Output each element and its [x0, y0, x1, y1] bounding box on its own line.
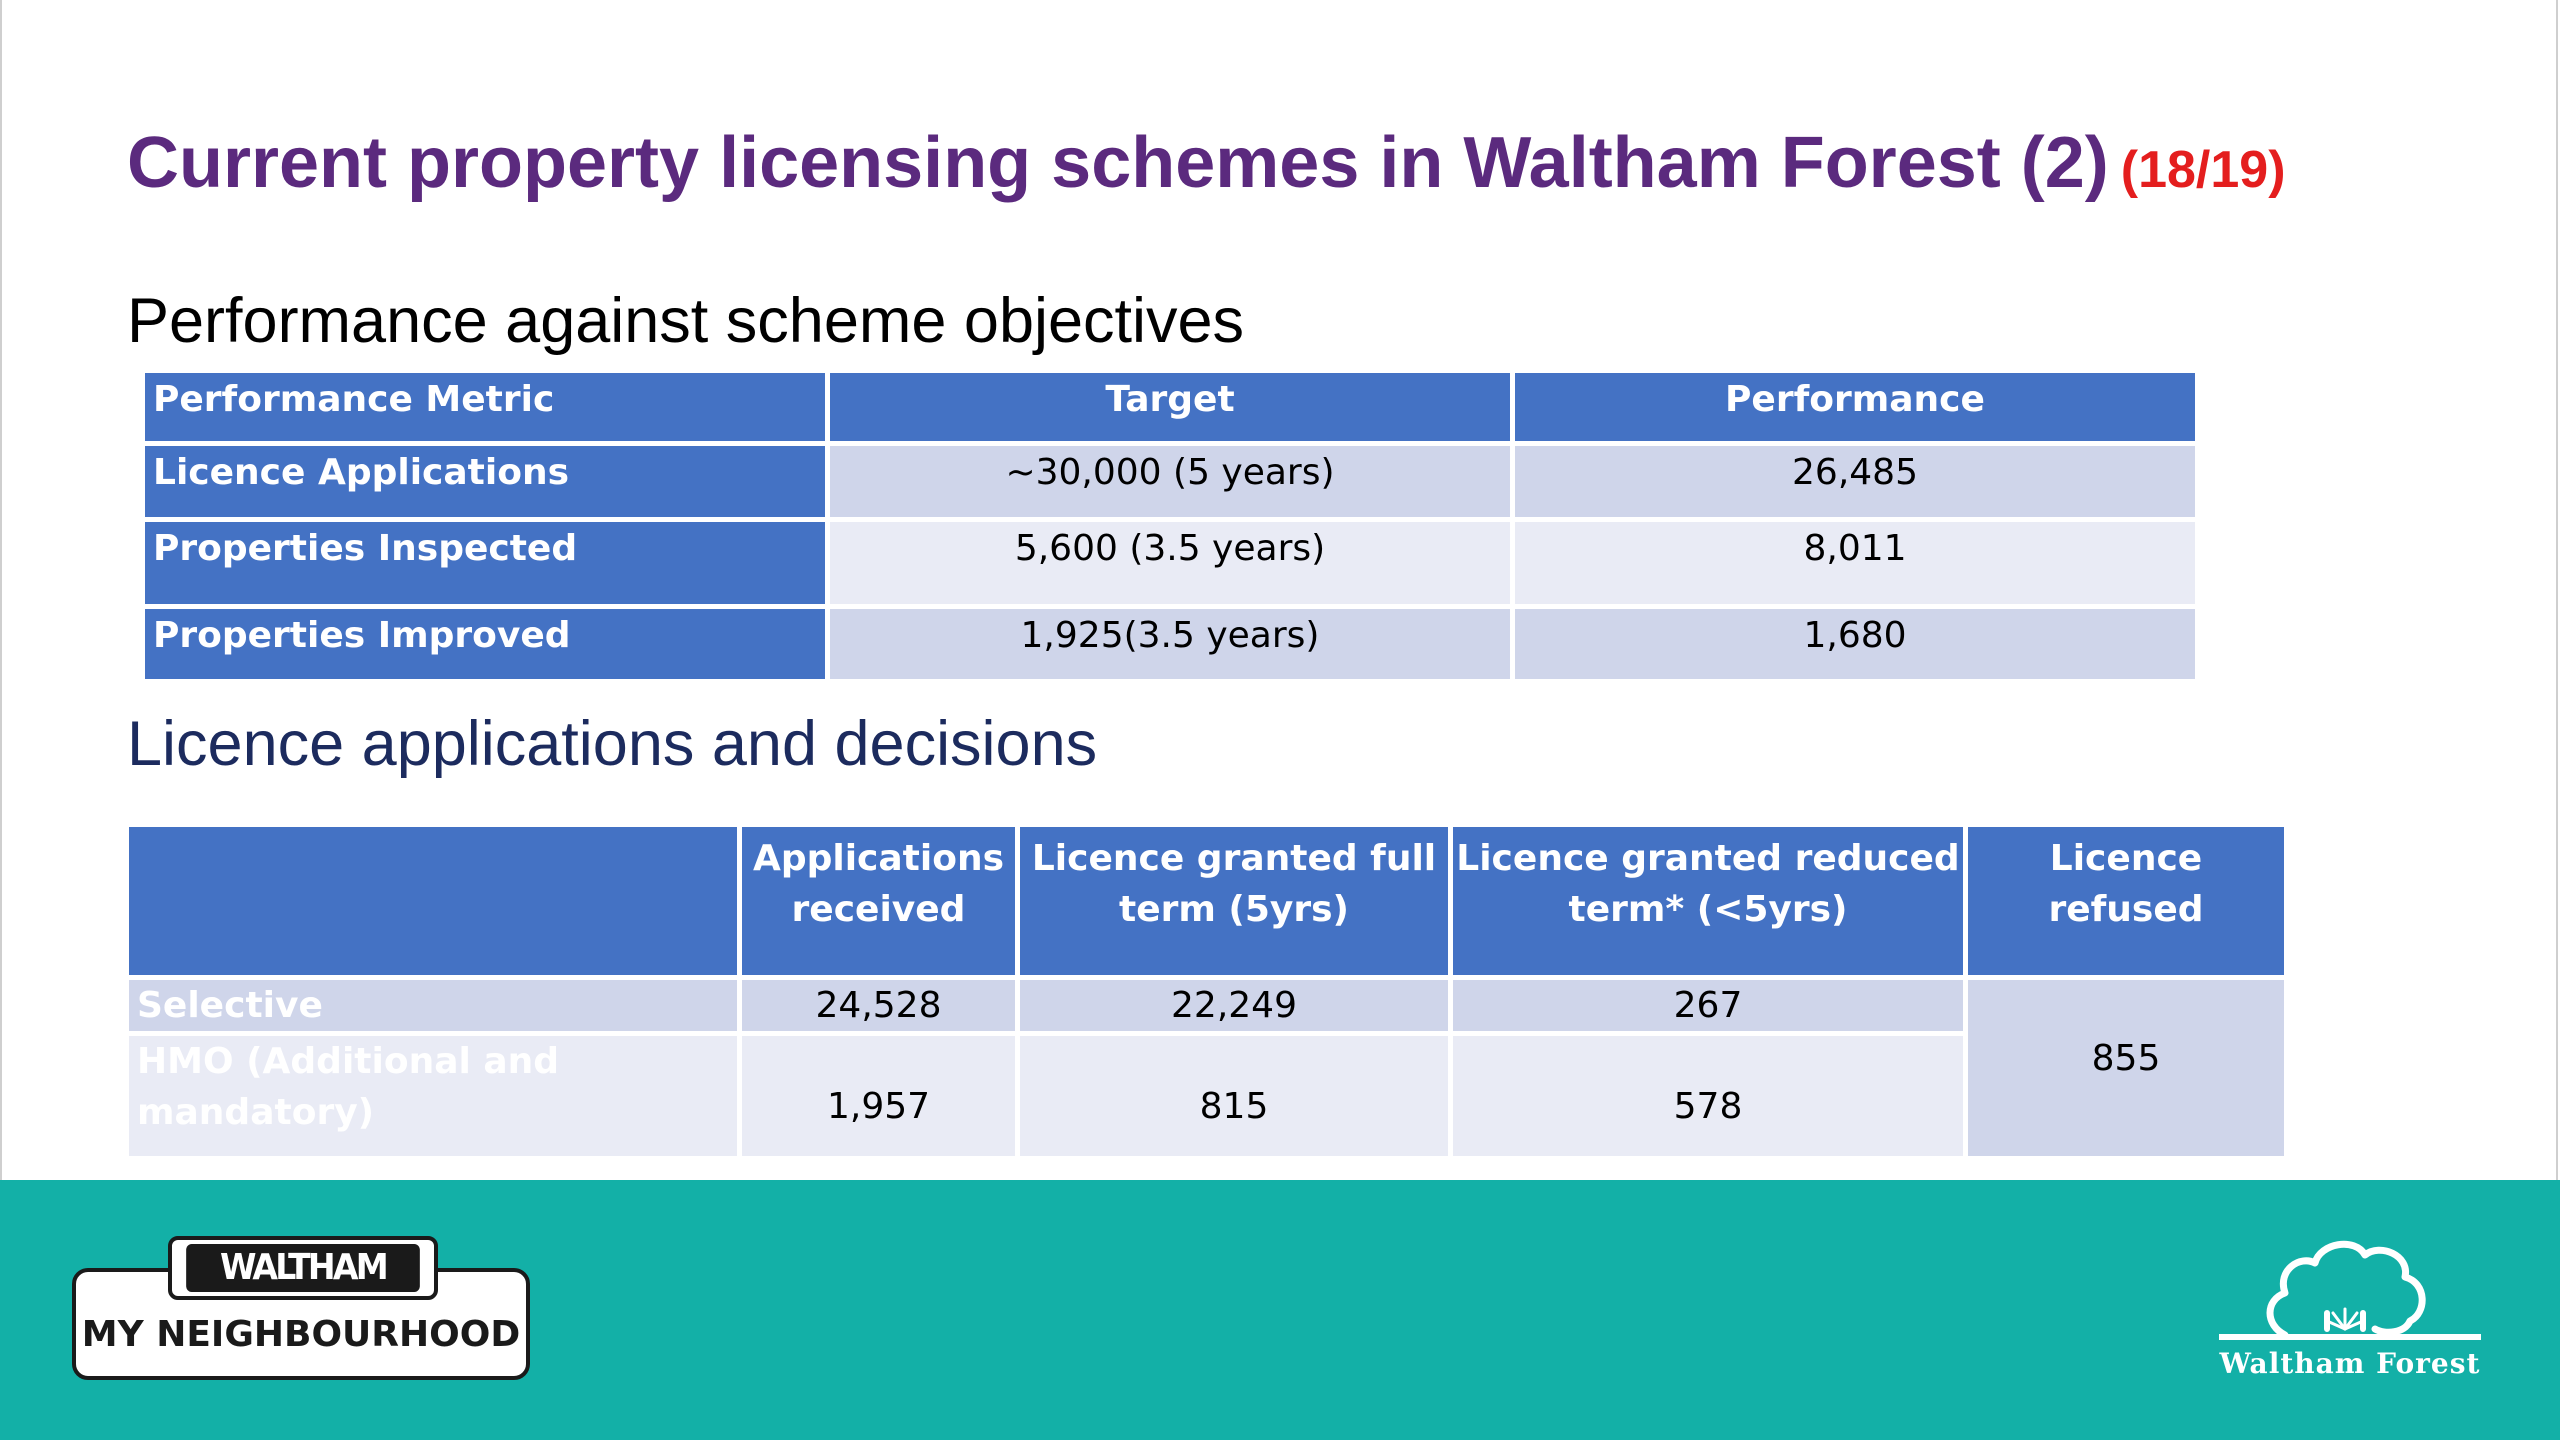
table-row: Properties Improved 1,925(3.5 years) 1,6… — [145, 609, 2195, 679]
performance-cell: 1,680 — [1515, 609, 2195, 679]
waltham-forest-council-logo: Waltham Forest — [2215, 1225, 2485, 1385]
row-label: Properties Inspected — [145, 522, 825, 604]
reduced-term-cell: 267 — [1453, 980, 1963, 1031]
column-header-full-term: Licence granted full term (5yrs) — [1020, 827, 1448, 975]
section-heading-decisions: Licence applications and decisions — [127, 709, 1098, 779]
column-header-metric: Performance Metric — [145, 373, 825, 441]
reduced-term-cell: 578 — [1453, 1036, 1963, 1156]
section-heading-performance: Performance against scheme objectives — [127, 286, 1245, 356]
logo-bottom-text: MY NEIGHBOURHOOD — [81, 1314, 521, 1355]
row-label: Properties Improved — [145, 609, 825, 679]
row-label: Selective — [129, 980, 737, 1031]
target-cell: 5,600 (3.5 years) — [830, 522, 1510, 604]
performance-cell: 26,485 — [1515, 446, 2195, 517]
slide-title-text: Current property licensing schemes in Wa… — [127, 123, 2109, 203]
full-term-cell: 22,249 — [1020, 980, 1448, 1031]
column-header-performance: Performance — [1515, 373, 2195, 441]
table-row: Properties Inspected 5,600 (3.5 years) 8… — [145, 522, 2195, 604]
council-logo-text: Waltham Forest — [2219, 1347, 2481, 1380]
table-row: HMO (Additional and mandatory) 1,957 815… — [129, 1036, 2284, 1156]
received-cell: 24,528 — [742, 980, 1015, 1031]
table-header-row: Performance Metric Target Performance — [145, 373, 2195, 441]
tree-icon — [2219, 1240, 2481, 1340]
column-header-refused: Licence refused — [1968, 827, 2284, 975]
decisions-table: Applications received Licence granted fu… — [124, 822, 2289, 1161]
column-header-received: Applications received — [742, 827, 1015, 975]
table-row: Licence Applications ~30,000 (5 years) 2… — [145, 446, 2195, 517]
performance-table: Performance Metric Target Performance Li… — [140, 368, 2200, 684]
row-label: HMO (Additional and mandatory) — [129, 1036, 737, 1156]
full-term-cell: 815 — [1020, 1036, 1448, 1156]
row-label: Licence Applications — [145, 446, 825, 517]
target-cell: 1,925(3.5 years) — [830, 609, 1510, 679]
table-header-row: Applications received Licence granted fu… — [129, 827, 2284, 975]
slide-title: Current property licensing schemes in Wa… — [127, 122, 2286, 204]
slide-right-border — [2556, 0, 2558, 1180]
my-neighbourhood-logo: WALTHAM FOREST MY NEIGHBOURHOOD — [72, 1236, 530, 1380]
refused-cell: 855 — [1968, 980, 2284, 1156]
logo-top-text: WALTHAM FOREST — [186, 1244, 420, 1336]
column-header-target: Target — [830, 373, 1510, 441]
slide-title-year: (18/19) — [2120, 141, 2286, 199]
received-cell: 1,957 — [742, 1036, 1015, 1156]
column-header-reduced-term: Licence granted reduced term* (<5yrs) — [1453, 827, 1963, 975]
performance-cell: 8,011 — [1515, 522, 2195, 604]
logo-top-plate: WALTHAM FOREST — [168, 1236, 438, 1336]
table-row: Selective 24,528 22,249 267 855 — [129, 980, 2284, 1156]
target-cell: ~30,000 (5 years) — [830, 446, 1510, 517]
column-header-blank — [129, 827, 737, 975]
slide-left-border — [0, 0, 2, 1180]
